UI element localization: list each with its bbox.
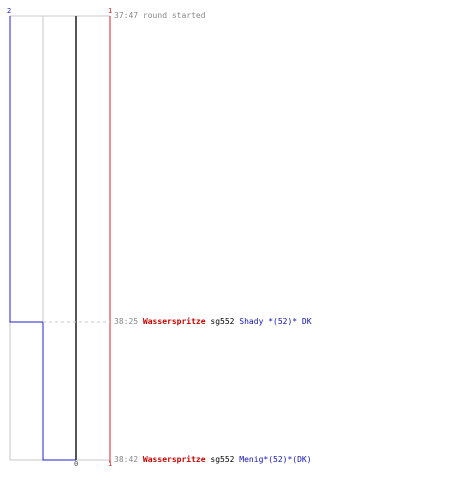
- event-time: 38:25: [114, 317, 139, 326]
- killer-name: Wasserspritze: [142, 317, 206, 326]
- victim-name: Shady *(52)* DK: [239, 317, 312, 326]
- event-kill-2: 38:42 Wasserspritze sg552 Menig*(52)*(DK…: [114, 455, 312, 465]
- victim-name: Menig*(52)*(DK): [239, 455, 312, 464]
- red-count-bottom: 1: [108, 460, 113, 468]
- red-count-top: 1: [108, 7, 113, 15]
- killer-name: Wasserspritze: [142, 455, 206, 464]
- event-round-start: 37:47 round started: [114, 11, 206, 21]
- weapon-name: sg552: [210, 317, 235, 326]
- event-kill-1: 38:25 Wasserspritze sg552 Shady *(52)* D…: [114, 317, 312, 327]
- event-message: round started: [142, 11, 206, 20]
- blue-count-top: 2: [7, 7, 12, 15]
- event-time: 38:42: [114, 455, 139, 464]
- event-time: 37:47: [114, 11, 139, 20]
- weapon-name: sg552: [210, 455, 235, 464]
- dark-count-bottom: 0: [74, 460, 79, 468]
